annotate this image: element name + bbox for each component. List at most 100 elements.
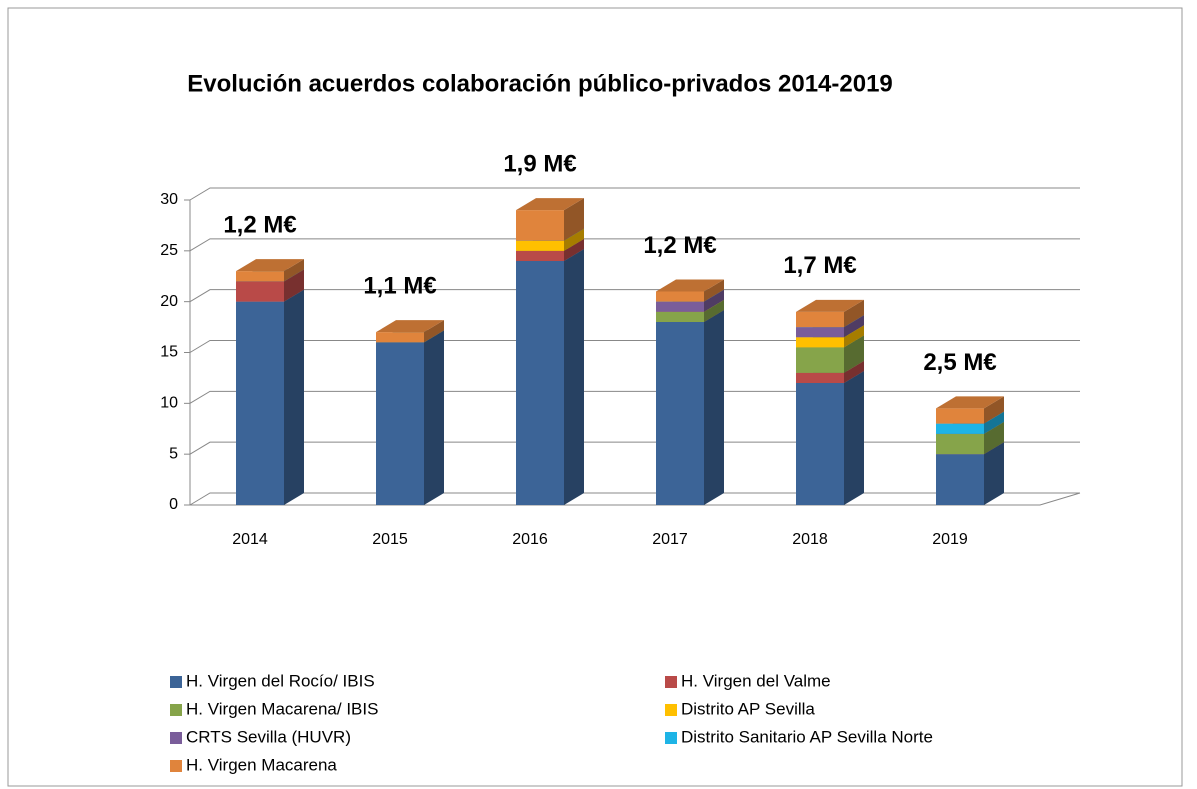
bar-face (564, 238, 584, 261)
bar-face (796, 383, 844, 505)
grid-line (189, 390, 1080, 404)
bar-face (516, 240, 564, 251)
bar-face (656, 279, 724, 292)
grid-line (189, 238, 1080, 252)
bar-segment (236, 259, 304, 282)
legend-swatch (170, 760, 182, 772)
legend-swatch (665, 732, 677, 744)
chart-title: Evolución acuerdos colaboración público-… (187, 70, 893, 97)
bar-face (704, 310, 724, 505)
bar-face (796, 299, 864, 312)
x-tick-label: 2019 (932, 531, 968, 548)
bar-face (984, 396, 1004, 424)
bar-face (844, 335, 864, 373)
bar-face (516, 261, 564, 505)
y-tick-label: 25 (160, 242, 178, 259)
legend-swatch (170, 704, 182, 716)
y-tick-label: 5 (169, 445, 178, 462)
x-tick-label: 2017 (652, 531, 688, 548)
bar-segment (656, 279, 724, 302)
bar-face (704, 279, 724, 302)
bar-face (376, 320, 444, 333)
bar-face (704, 299, 724, 322)
value-annotation: 1,1 M€ (363, 273, 436, 300)
grid-line (189, 340, 1080, 353)
y-tick-label: 0 (169, 496, 178, 513)
bar-face (564, 228, 584, 251)
bar-face (376, 332, 424, 343)
bar-face (936, 396, 1004, 409)
legend-label: Distrito Sanitario AP Sevilla Norte (681, 727, 933, 746)
value-annotation: 1,7 M€ (783, 252, 856, 279)
bar-face (936, 408, 984, 424)
bar-face (844, 315, 864, 338)
grid-line (189, 187, 1080, 201)
bar-face (984, 442, 1004, 505)
y-tick-label: 30 (160, 191, 178, 208)
bar-segment (376, 320, 444, 343)
bar-face (656, 291, 704, 302)
bar-segment (516, 249, 584, 505)
y-tick-label: 15 (160, 344, 178, 361)
bar-segment (376, 330, 444, 505)
bar-face (424, 320, 444, 343)
bar-face (844, 371, 864, 505)
bar-segment (516, 198, 584, 241)
grid-line (189, 492, 1080, 506)
value-annotation: 1,2 M€ (643, 232, 716, 259)
bar-face (236, 281, 284, 302)
bar-face (284, 289, 304, 505)
legend-swatch (170, 732, 182, 744)
bar-segment (936, 396, 1004, 424)
x-tick-label: 2018 (792, 531, 828, 548)
legend-swatch (170, 676, 182, 688)
bar-segment (236, 289, 304, 505)
grid-line (189, 289, 1080, 303)
bar-face (236, 301, 284, 505)
bar-face (564, 249, 584, 505)
bar-face (844, 299, 864, 328)
bar-face (516, 250, 564, 261)
bar-face (844, 360, 864, 383)
bar-face (796, 372, 844, 383)
legend-label: H. Virgen Macarena/ IBIS (186, 699, 378, 718)
legend-label: H. Virgen Macarena (186, 755, 337, 774)
bar-segment (656, 310, 724, 505)
bar-face (704, 289, 724, 312)
bar-face (656, 301, 704, 312)
bar-face (936, 433, 984, 455)
bar-face (984, 421, 1004, 455)
bar-face (796, 311, 844, 328)
bar-face (984, 411, 1004, 434)
bar-face (236, 271, 284, 282)
bar-face (796, 327, 844, 338)
bar-face (284, 269, 304, 302)
bar-face (564, 198, 584, 241)
bar-face (516, 198, 584, 211)
bar-segment (796, 371, 864, 505)
floor (190, 492, 1081, 506)
bar-face (424, 330, 444, 505)
x-tick-label: 2016 (512, 531, 548, 548)
chart-frame (7, 7, 1183, 787)
bar-face (936, 423, 984, 434)
y-tick-label: 20 (160, 293, 178, 310)
legend-swatch (665, 704, 677, 716)
x-tick-label: 2014 (232, 531, 268, 548)
value-annotation: 1,2 M€ (223, 212, 296, 239)
legend-label: H. Virgen del Rocío/ IBIS (186, 671, 375, 690)
bar-face (844, 325, 864, 348)
grid-line (189, 441, 1080, 455)
legend-swatch (665, 676, 677, 688)
bar-face (376, 342, 424, 505)
bar-face (656, 322, 704, 505)
bar-face (656, 311, 704, 322)
bar-face (284, 259, 304, 282)
x-tick-label: 2015 (372, 531, 408, 548)
value-annotation: 2,5 M€ (923, 349, 996, 376)
bar-face (796, 337, 844, 348)
bar-face (516, 210, 564, 241)
legend-label: CRTS Sevilla (HUVR) (186, 727, 351, 746)
legend-label: Distrito AP Sevilla (681, 699, 815, 718)
